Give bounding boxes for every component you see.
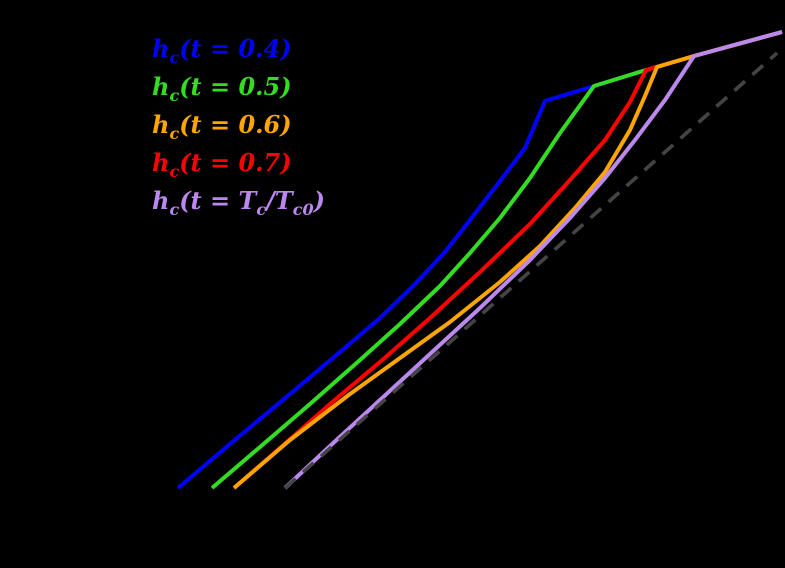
legend-label-rest: (t = T (179, 186, 257, 215)
legend-label-rest: ) (313, 186, 325, 215)
legend-subscript: c (256, 200, 267, 219)
legend-label-rest: (t = 0.7) (179, 148, 292, 177)
legend-label-rest: /T (266, 186, 293, 215)
legend-label: h (152, 110, 170, 139)
series-line (210, 30, 783, 490)
legend-label-rest: (t = 0.6) (179, 110, 292, 139)
legend-subscript: c (169, 48, 180, 67)
legend-item-t07: hc(t = 0.7) (152, 144, 325, 182)
legend-item-t04: hc(t = 0.4) (152, 30, 325, 68)
legend-label: h (152, 186, 170, 215)
legend-subscript: c (169, 200, 180, 219)
legend-item-tc-ratio: hc(t = Tc/Tc0) (152, 182, 325, 220)
legend-label: h (152, 148, 170, 177)
legend-item-t06: hc(t = 0.6) (152, 106, 325, 144)
legend-subscript: c (169, 124, 180, 143)
series-line (232, 30, 783, 490)
series-line (283, 30, 783, 490)
legend-label-rest: (t = 0.5) (179, 72, 292, 101)
series-line (232, 30, 783, 490)
legend-label: h (152, 72, 170, 101)
legend-subscript: c (169, 86, 180, 105)
legend-label-rest: (t = 0.4) (179, 34, 292, 63)
legend-subscript: c0 (292, 200, 314, 219)
reference-dashed-line (283, 51, 779, 490)
series-layer (176, 30, 783, 490)
legend-item-t05: hc(t = 0.5) (152, 68, 325, 106)
legend-subscript: c (169, 162, 180, 181)
legend: hc(t = 0.4) hc(t = 0.5) hc(t = 0.6) hc(t… (152, 30, 325, 220)
legend-label: h (152, 34, 170, 63)
